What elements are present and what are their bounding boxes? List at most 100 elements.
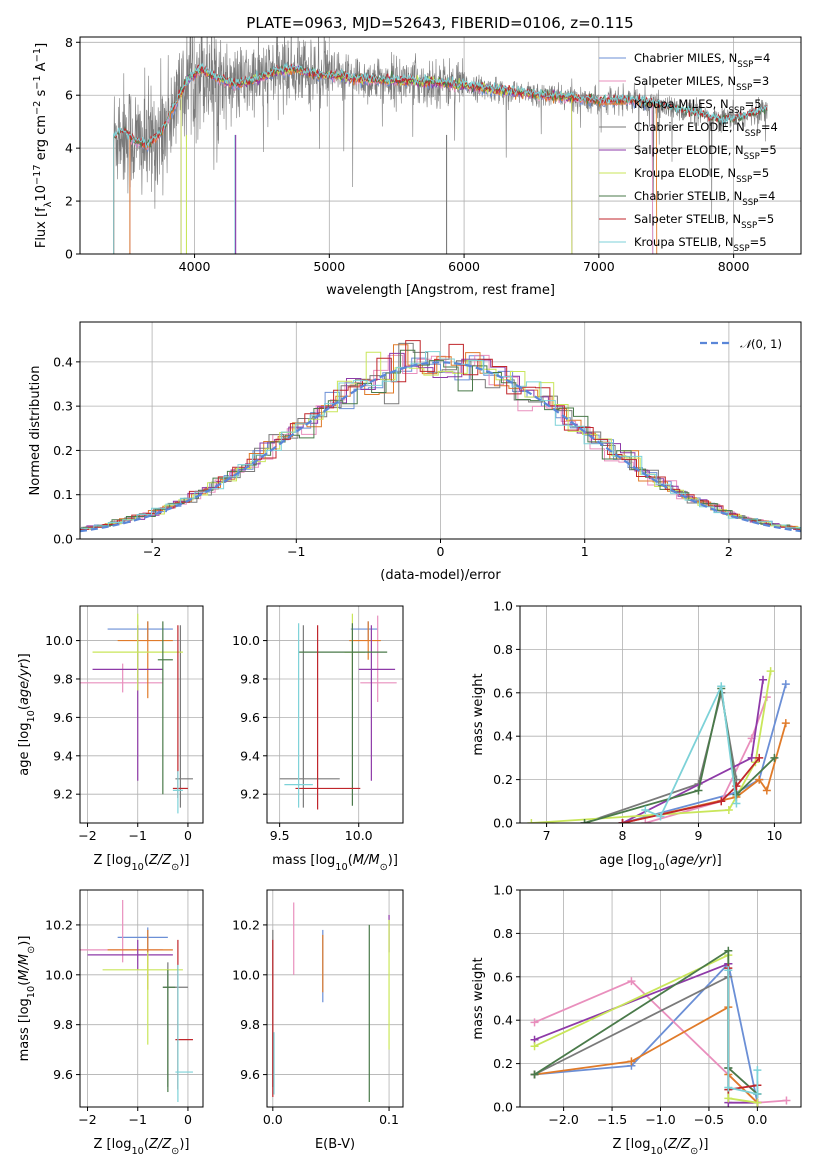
errorbars-mass-vs-Z [80,899,193,1103]
errorbars-age-vs-Z [80,613,193,814]
legend: Chabrier MILES, NSSP=4 Salpeter MILES, NS… [599,51,778,254]
gaussian-curve [80,361,801,533]
y-tick-label: 0.1 [53,487,73,502]
axes-frame [79,36,802,255]
x-axis-label: Z [log10(Z/Z⊙)] [613,1137,709,1157]
observed-spectrum-line [113,37,768,220]
weight-marker [656,812,665,821]
frame-mass-vs-Z: −2 −1 0 9.6 9.8 10.0 10.2 [45,889,204,1127]
frame-residuals: −2 −1 0 1 2 0.0 0.1 0.2 0.3 0.4 [53,321,802,559]
legend-entry: Kroupa STELIB, NSSP=5 [634,235,767,254]
weight-marker [766,667,775,676]
y-tick-label: 9.6 [53,710,73,725]
spectrum-lines [113,37,768,254]
axes-weight-vs-Z [520,889,801,1108]
y-tick-label: 0.2 [493,772,513,787]
y-tick-label: 9.6 [240,1067,260,1082]
weight-line [622,679,764,823]
figure-title: PLATE=0963, MJD=52643, FIBERID=0106, z=0… [246,14,633,32]
weight-marker [753,1089,762,1098]
axes-weight-vs-age [520,605,801,824]
y-tick-label: 10.2 [45,917,73,932]
weight-marker [724,1094,733,1103]
x-tick-label: 0.1 [379,1112,399,1127]
y-tick-label: 0.4 [53,354,73,369]
x-axis-label: mass [log10(M/M⊙)] [272,853,398,873]
x-tick-label: 5000 [313,259,345,274]
x-tick-label: 7 [543,828,551,843]
weight-marker [755,775,764,784]
histogram-salpeter-miles [80,354,801,531]
y-tick-label: 0.6 [493,685,513,700]
weight-line [644,683,738,818]
frame-mass-vs-EBV: 0.0 0.1 9.6 9.8 10.0 10.2 [232,889,404,1127]
y-tick-label: 0.4 [493,1013,513,1028]
weight-line [534,961,759,1103]
x-tick-label: 9.5 [270,828,290,843]
y-tick-label: 9.6 [240,710,260,725]
y-tick-label: 1.0 [493,599,513,614]
y-axis-label: Normed distribution [28,366,43,496]
x-tick-label: 0.0 [263,1112,283,1127]
frame-spectrum: 4000 5000 6000 7000 8000 0 2 4 6 8 [65,35,802,274]
x-tick-label: 0 [184,1112,192,1127]
weight-marker [781,719,790,728]
weight-marker [717,797,726,806]
y-tick-label: 4 [65,141,73,156]
x-tick-label: 6000 [448,259,480,274]
axes-age-vs-mass [267,606,403,823]
weight-marker [627,1057,636,1066]
histogram-salpeter-stelib [80,340,801,530]
model-line-kroupa-stelib [113,62,768,254]
y-tick-label: 9.2 [240,787,260,802]
weight-marker [580,819,589,823]
weight-lines-weight-vs-Z [530,946,791,1107]
legend-entry: Chabrier STELIB, NSSP=4 [634,189,775,208]
y-tick-label: 2 [65,194,73,209]
x-tick-label: 1 [581,544,589,559]
weight-marker [724,805,733,814]
x-tick-label: 0 [437,544,445,559]
errorbars-age-vs-mass [279,613,397,810]
weight-lines-weight-vs-age [527,667,790,823]
weight-marker [747,753,756,762]
weight-marker [753,1066,762,1075]
y-tick-label: 0.3 [53,399,73,414]
y-axis-label: mass weight [471,673,486,755]
x-axis-label: Z [log10(Z/Z⊙)] [94,853,190,873]
histogram-kroupa-elodie [80,351,801,530]
frame-weight-vs-Z: −2.0 −1.5 −1.0 −0.5 0.0 0.0 0.2 0.4 0.6 0.8 1.0 [493,883,802,1127]
x-tick-label: −2 [78,1112,96,1127]
histogram-kroupa-stelib [80,351,801,530]
frame-weight-vs-age: 7 8 9 10 0.0 0.2 0.4 0.6 0.8 1.0 [493,599,802,843]
axes-frame [266,605,404,824]
weight-line [531,670,772,823]
weight-marker [717,682,726,691]
x-tick-label: 0 [184,828,192,843]
y-tick-label: 0.0 [493,1100,513,1115]
y-tick-label: 9.8 [53,671,73,686]
y-axis-label: mass [log10(M/M⊙)] [17,936,37,1062]
y-tick-label: 9.2 [53,787,73,802]
weight-marker [641,819,650,823]
x-axis-label: wavelength [Angstrom, rest frame] [326,283,555,298]
weight-marker [530,1070,539,1079]
x-axis-label: Z [log10(Z/Z⊙)] [94,1137,190,1157]
y-tick-label: 1.0 [493,883,513,898]
x-tick-label: −1 [129,1112,147,1127]
weight-line [622,757,760,823]
axes-age-vs-Z [80,606,203,823]
weight-marker [782,1096,791,1105]
x-tick-label: 9 [694,828,702,843]
x-tick-label: −1.5 [597,1112,627,1127]
weight-marker [724,946,733,955]
axes-mass-vs-Z [80,890,203,1107]
x-tick-label: 0.0 [747,1112,767,1127]
weight-marker [724,966,733,975]
y-tick-label: 0.8 [493,642,513,657]
y-tick-label: 0.2 [493,1056,513,1071]
legend-entry: 𝒩(0, 1) [740,337,782,351]
weight-marker [627,977,636,986]
